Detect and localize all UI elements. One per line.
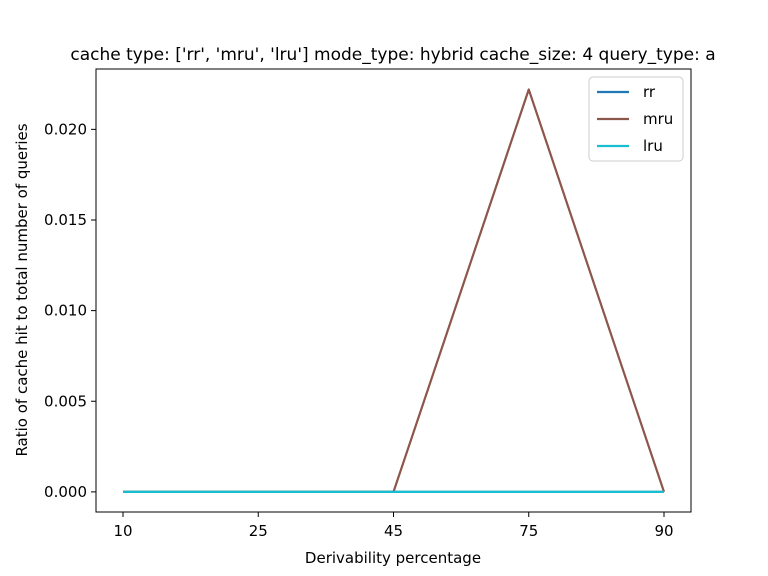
y-tick-label: 0.015 bbox=[44, 211, 87, 229]
legend-label-rr: rr bbox=[643, 83, 656, 101]
y-tick-label: 0.000 bbox=[44, 483, 87, 501]
chart-title: cache type: ['rr', 'mru', 'lru'] mode_ty… bbox=[70, 45, 715, 65]
y-axis-label: Ratio of cache hit to total number of qu… bbox=[13, 123, 31, 456]
x-axis: 10 25 45 75 90 bbox=[113, 512, 674, 540]
legend-box bbox=[588, 76, 684, 162]
series-layer bbox=[123, 88, 666, 493]
legend: rr mru lru bbox=[588, 76, 684, 162]
y-tick-label: 0.005 bbox=[44, 392, 87, 410]
legend-label-lru: lru bbox=[643, 137, 663, 155]
y-tick-label: 0.010 bbox=[44, 302, 87, 320]
legend-label-mru: mru bbox=[643, 110, 673, 128]
x-axis-label: Derivability percentage bbox=[305, 549, 481, 567]
y-tick-label: 0.020 bbox=[44, 120, 87, 138]
x-tick-label: 45 bbox=[384, 522, 403, 540]
y-axis: 0.000 0.005 0.010 0.015 0.020 bbox=[44, 120, 96, 501]
x-tick-label: 75 bbox=[519, 522, 538, 540]
x-tick-label: 10 bbox=[113, 522, 132, 540]
x-tick-label: 90 bbox=[654, 522, 673, 540]
x-tick-label: 25 bbox=[249, 522, 268, 540]
